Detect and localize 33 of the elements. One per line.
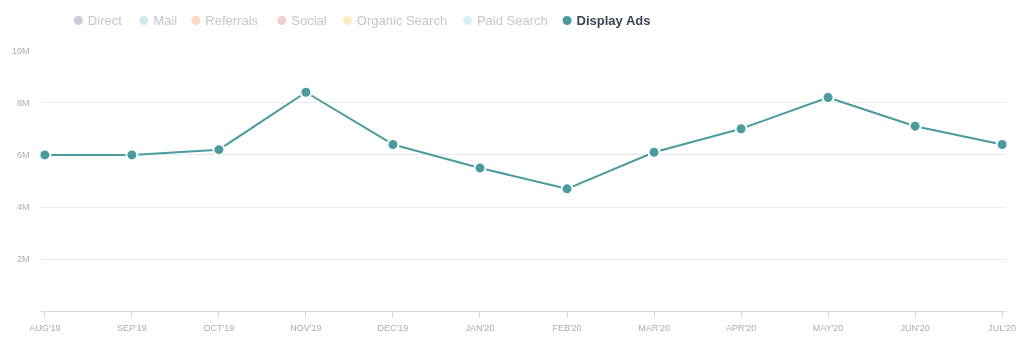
y-tick-label: 4M [17,202,30,213]
legend-label: Organic Search [356,13,448,28]
x-tick-label: OCT'19 [203,322,235,333]
point [560,182,574,196]
legend-label: Direct [87,13,123,28]
point [734,122,748,136]
point [647,145,661,159]
x-tick-label: MAR'20 [638,322,670,333]
x-tick-label: NOV'19 [290,322,322,333]
x-tick-label: JUN'20 [900,322,930,333]
legend-label: Display Ads [576,13,651,28]
y-tick-label: 2M [17,254,30,265]
point [908,119,922,133]
y-tick-label: 8M [17,97,30,108]
y-tick-label: 6M [17,149,30,160]
x-tick-label: FEB'20 [552,322,582,333]
point [299,85,313,99]
point [212,143,226,157]
x-tick-label: MAY'20 [812,322,844,333]
x-tick-label: APR'20 [725,322,757,333]
point [473,161,487,175]
point [40,148,52,162]
x-tick-label: AUG'19 [29,322,61,333]
point [125,148,139,162]
legend-label: Social [291,13,327,28]
legend-label: Mail [153,13,178,28]
x-tick-label: JUL'20 [988,322,1017,333]
y-tick-label: 10M [11,45,30,56]
x-tick-label: SEP'19 [117,322,147,333]
x-tick-label: DEC'19 [377,322,409,333]
legend-label: Paid Search [476,13,548,28]
x-tick-label: JAN'20 [465,322,495,333]
legend-label: Referrals [205,13,259,28]
